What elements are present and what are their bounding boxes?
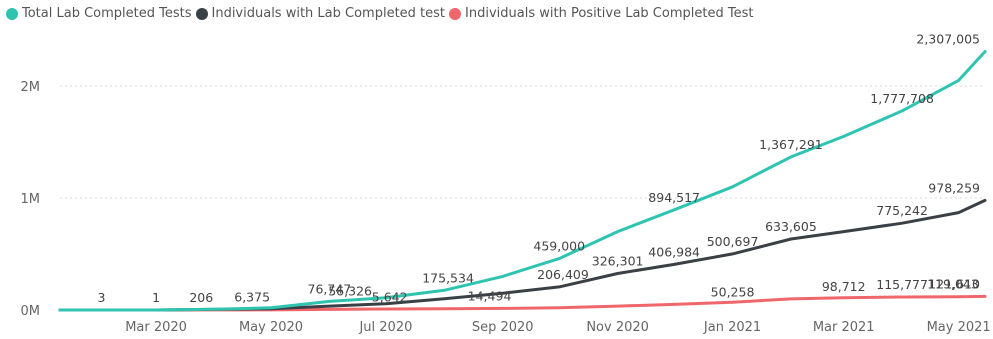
data-label: 326,301 (592, 253, 644, 268)
legend-label-positive-tests: Individuals with Positive Lab Completed … (465, 6, 754, 21)
series-line (58, 198, 987, 312)
data-label: 5,642 (372, 289, 408, 304)
legend-item-individuals-tested[interactable]: Individuals with Lab Completed test (195, 6, 446, 21)
legend-item-total-tests[interactable]: Total Lab Completed Tests (6, 6, 192, 21)
legend-label-individuals-tested: Individuals with Lab Completed test (211, 6, 446, 21)
series-line (58, 294, 987, 312)
x-tick-label: Jan 2021 (703, 320, 761, 335)
x-tick-label: May 2020 (239, 320, 303, 335)
data-label: 500,697 (707, 234, 759, 249)
data-label: 98,712 (822, 279, 866, 294)
data-label: 633,605 (765, 219, 817, 234)
data-label: 76,747 (308, 281, 352, 296)
legend-marker-positive-tests (449, 7, 462, 20)
data-label: 206 (189, 290, 213, 305)
x-tick-label: Nov 2020 (586, 320, 649, 335)
data-label: 2,307,005 (916, 32, 980, 47)
data-label: 175,534 (422, 270, 474, 285)
data-label: 119,043 (927, 277, 979, 292)
data-label: 406,984 (648, 244, 700, 259)
data-label: 1,367,291 (759, 137, 823, 152)
data-label: 115,777 (876, 277, 928, 292)
data-label: 978,259 (928, 180, 980, 195)
data-label: 14,494 (468, 288, 512, 303)
x-tick-label: May 2021 (927, 320, 991, 335)
series-line (58, 50, 987, 312)
x-tick-label: Mar 2021 (813, 320, 875, 335)
data-label: 206,409 (537, 267, 589, 282)
data-label: 459,000 (533, 239, 585, 254)
data-label: 775,242 (876, 203, 928, 218)
data-label: 50,258 (711, 284, 755, 299)
legend-label-total-tests: Total Lab Completed Tests (22, 6, 192, 21)
x-tick-label: Jul 2020 (358, 320, 412, 335)
data-label: 1,777,708 (870, 91, 934, 106)
data-label: 3 (97, 290, 105, 305)
x-tick-label: Sep 2020 (472, 320, 534, 335)
data-label: 1 (152, 290, 160, 305)
y-tick-label: 1M (21, 192, 41, 207)
data-label: 121,610 (928, 276, 980, 291)
legend-item-positive-tests[interactable]: Individuals with Positive Lab Completed … (449, 6, 753, 21)
legend-marker-total-tests (6, 7, 18, 20)
y-tick-label: 0M (21, 304, 41, 319)
data-label: 894,517 (648, 190, 700, 205)
x-tick-label: Mar 2020 (125, 320, 187, 335)
data-label: 6,375 (234, 289, 270, 304)
data-label: 56,326 (328, 284, 372, 299)
y-tick-label: 2M (21, 80, 41, 95)
legend-marker-individuals-tested (195, 7, 208, 20)
chart-legend: Total Lab Completed Tests Individuals wi… (6, 6, 757, 21)
